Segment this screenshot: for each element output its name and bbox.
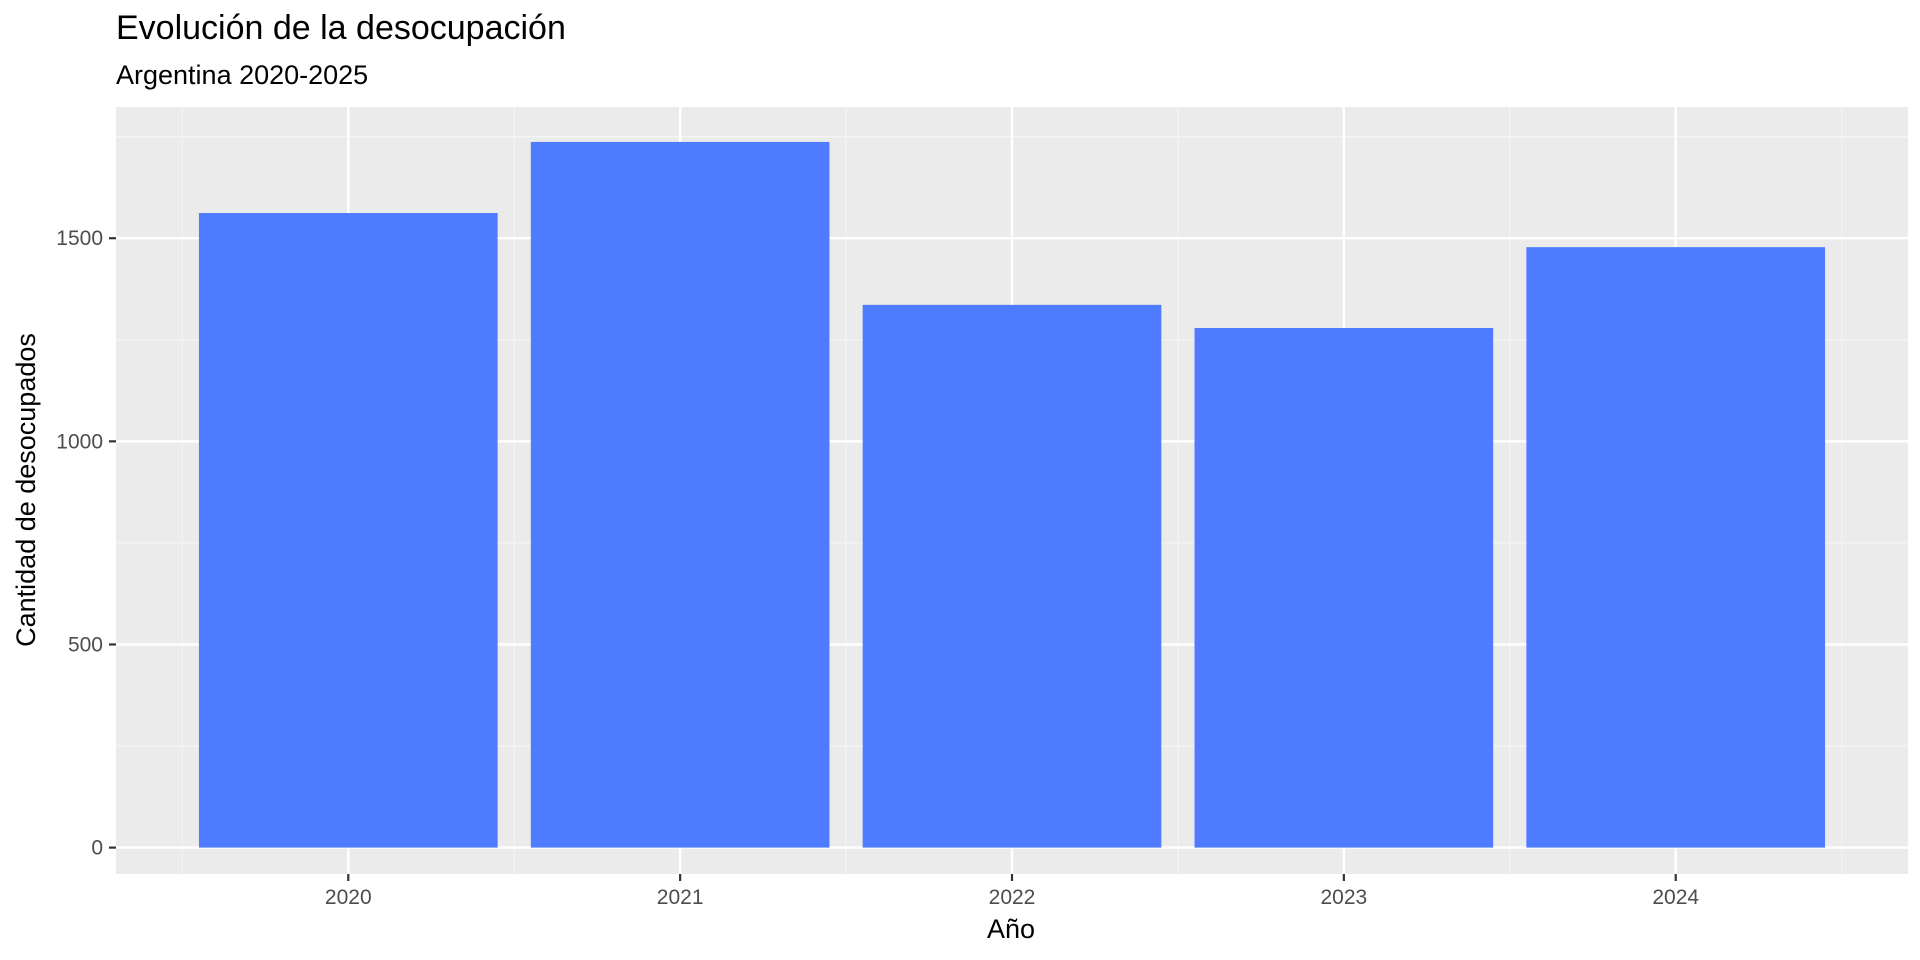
x-tick-label: 2022 xyxy=(989,886,1036,909)
bar-2023 xyxy=(1194,328,1494,848)
x-tick-label: 2023 xyxy=(1320,886,1367,909)
y-tick-label: 500 xyxy=(68,633,103,656)
y-tick-label: 1000 xyxy=(56,430,103,453)
x-tick-label: 2021 xyxy=(657,886,704,909)
y-tick-label: 1500 xyxy=(56,227,103,250)
chart-subtitle: Argentina 2020-2025 xyxy=(116,60,368,90)
x-tick-label: 2024 xyxy=(1652,886,1699,909)
y-axis-title: Cantidad de desocupados xyxy=(11,333,41,647)
y-axis: 0 500 1000 1500 xyxy=(56,227,116,860)
bar-2024 xyxy=(1526,247,1826,848)
y-tick-label: 0 xyxy=(91,837,103,860)
x-tick-label: 2020 xyxy=(325,886,372,909)
bar-2020 xyxy=(198,213,498,848)
x-axis-title: Año xyxy=(987,914,1035,944)
x-axis: 2020 2021 2022 2023 2024 xyxy=(325,874,1699,909)
bar-2021 xyxy=(530,141,830,848)
bars xyxy=(198,141,1826,848)
chart-title: Evolución de la desocupación xyxy=(116,9,566,47)
bar-2022 xyxy=(862,304,1162,848)
